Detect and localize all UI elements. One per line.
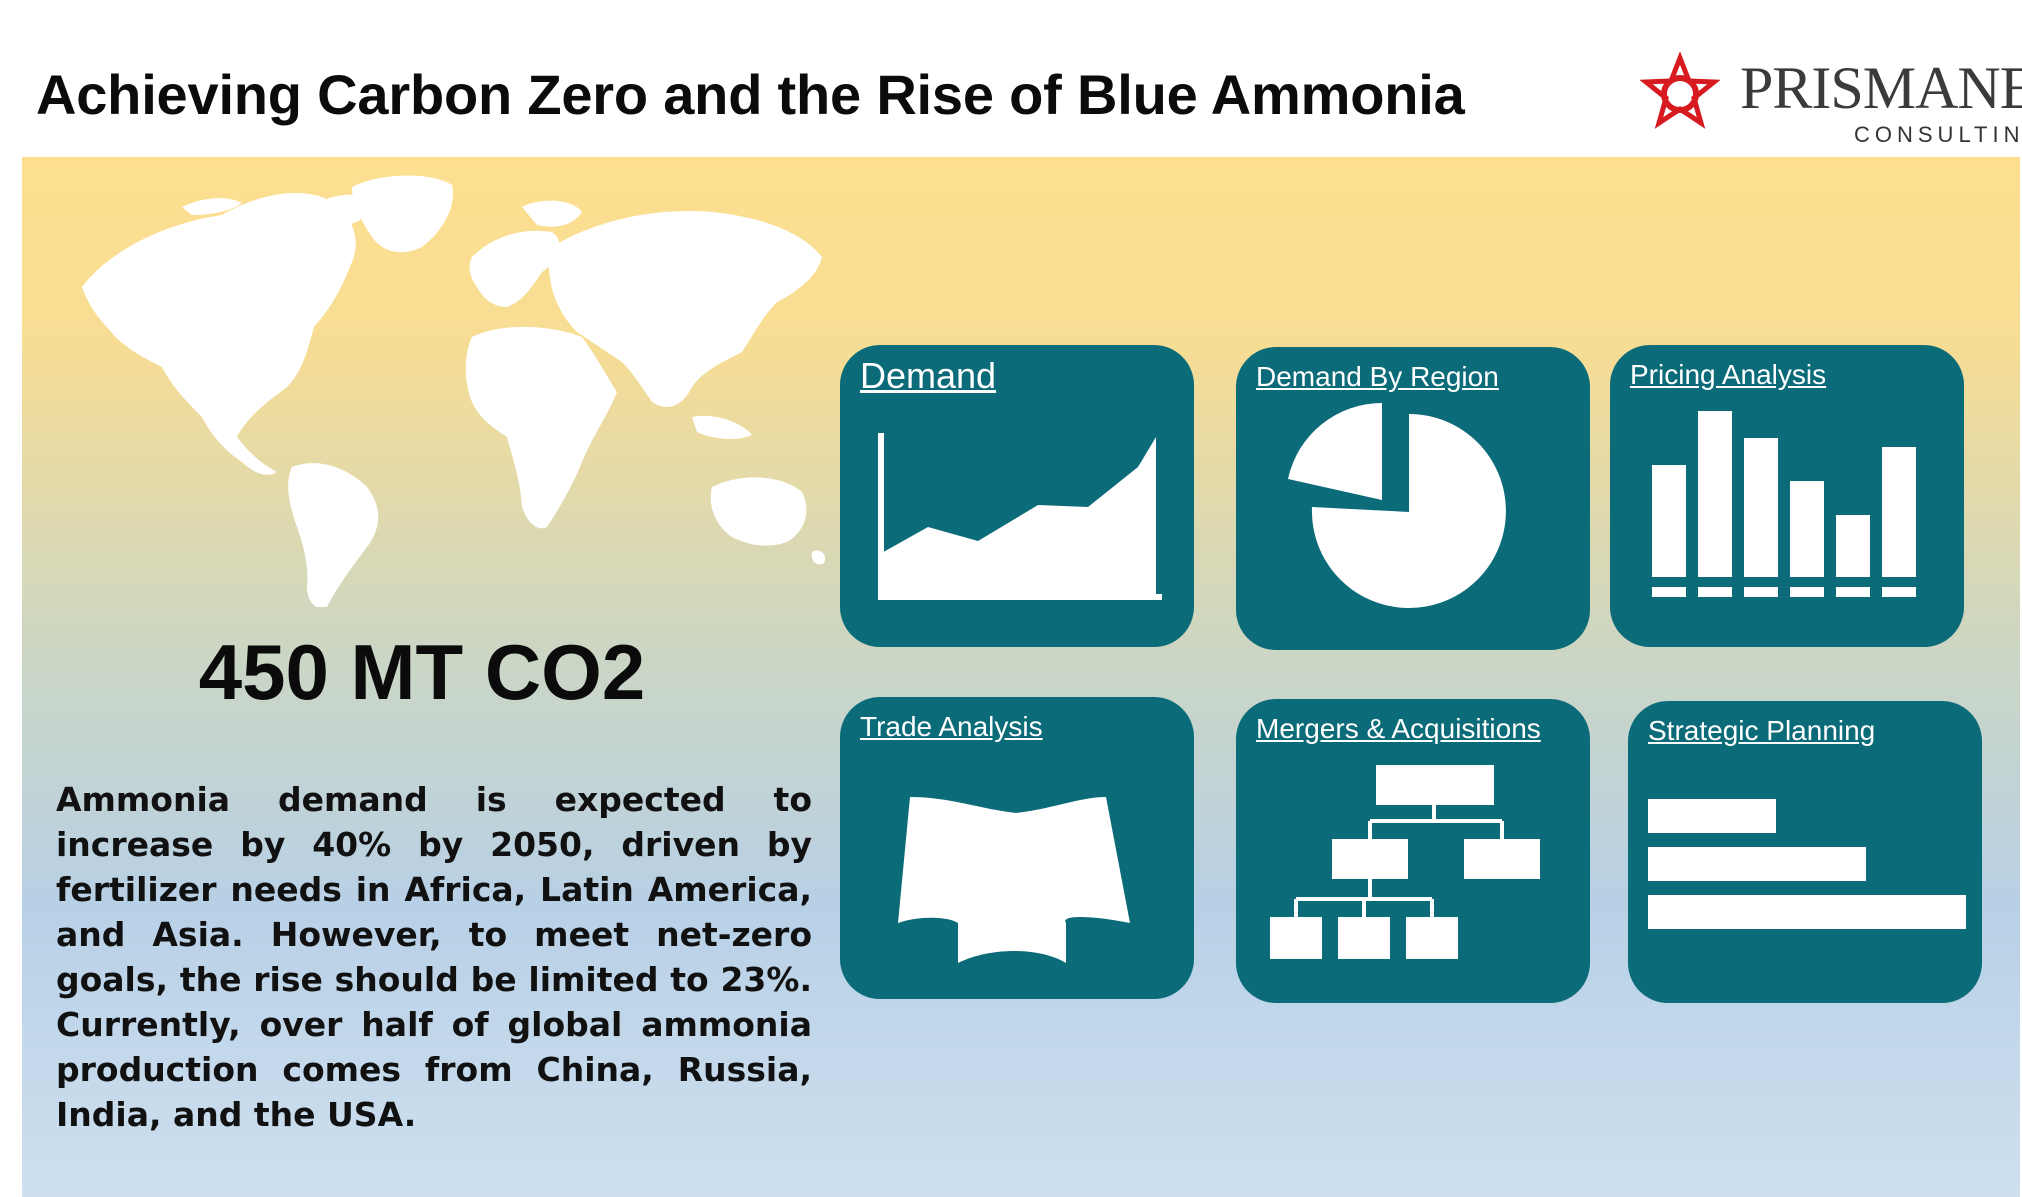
world-map-icon [82,175,826,607]
card-pricing-analysis-label: Pricing Analysis [1630,359,1827,390]
area-chart-icon [878,433,1162,600]
card-trade-analysis-label: Trade Analysis [860,711,1043,742]
star-ring-icon [1640,52,1720,129]
brand-logo[interactable]: PRISMANE CONSULTING [1640,50,2022,150]
org-chart-icon [1270,765,1540,959]
horizontal-bars-icon [1648,799,1966,929]
card-demand-by-region[interactable]: Demand By Region [1236,347,1590,650]
content-panel: 450 MT CO2 Ammonia demand is expected to… [22,157,2020,1197]
co2-stat: 450 MT CO2 [198,628,646,716]
card-demand-by-region-label: Demand By Region [1256,361,1499,392]
card-strategic-planning-label: Strategic Planning [1648,715,1876,746]
logo-subtitle: CONSULTING [1854,122,2022,147]
card-demand-label: Demand [860,355,997,396]
description-text: Ammonia demand is expected to increase b… [56,780,812,1134]
card-demand[interactable]: Demand [840,345,1194,647]
card-mergers-acquisitions[interactable]: Mergers & Acquisitions [1236,699,1590,1003]
card-pricing-analysis[interactable]: Pricing Analysis [1610,345,1964,647]
card-mergers-acquisitions-label: Mergers & Acquisitions [1256,713,1541,744]
open-map-icon [898,797,1130,963]
card-strategic-planning[interactable]: Strategic Planning [1628,701,1982,1003]
logo-brand: PRISMANE [1740,55,2022,121]
page-title: Achieving Carbon Zero and the Rise of Bl… [36,63,1465,126]
bar-chart-icon [1652,411,1916,597]
pie-chart-icon [1288,402,1506,608]
card-trade-analysis[interactable]: Trade Analysis [840,697,1194,999]
